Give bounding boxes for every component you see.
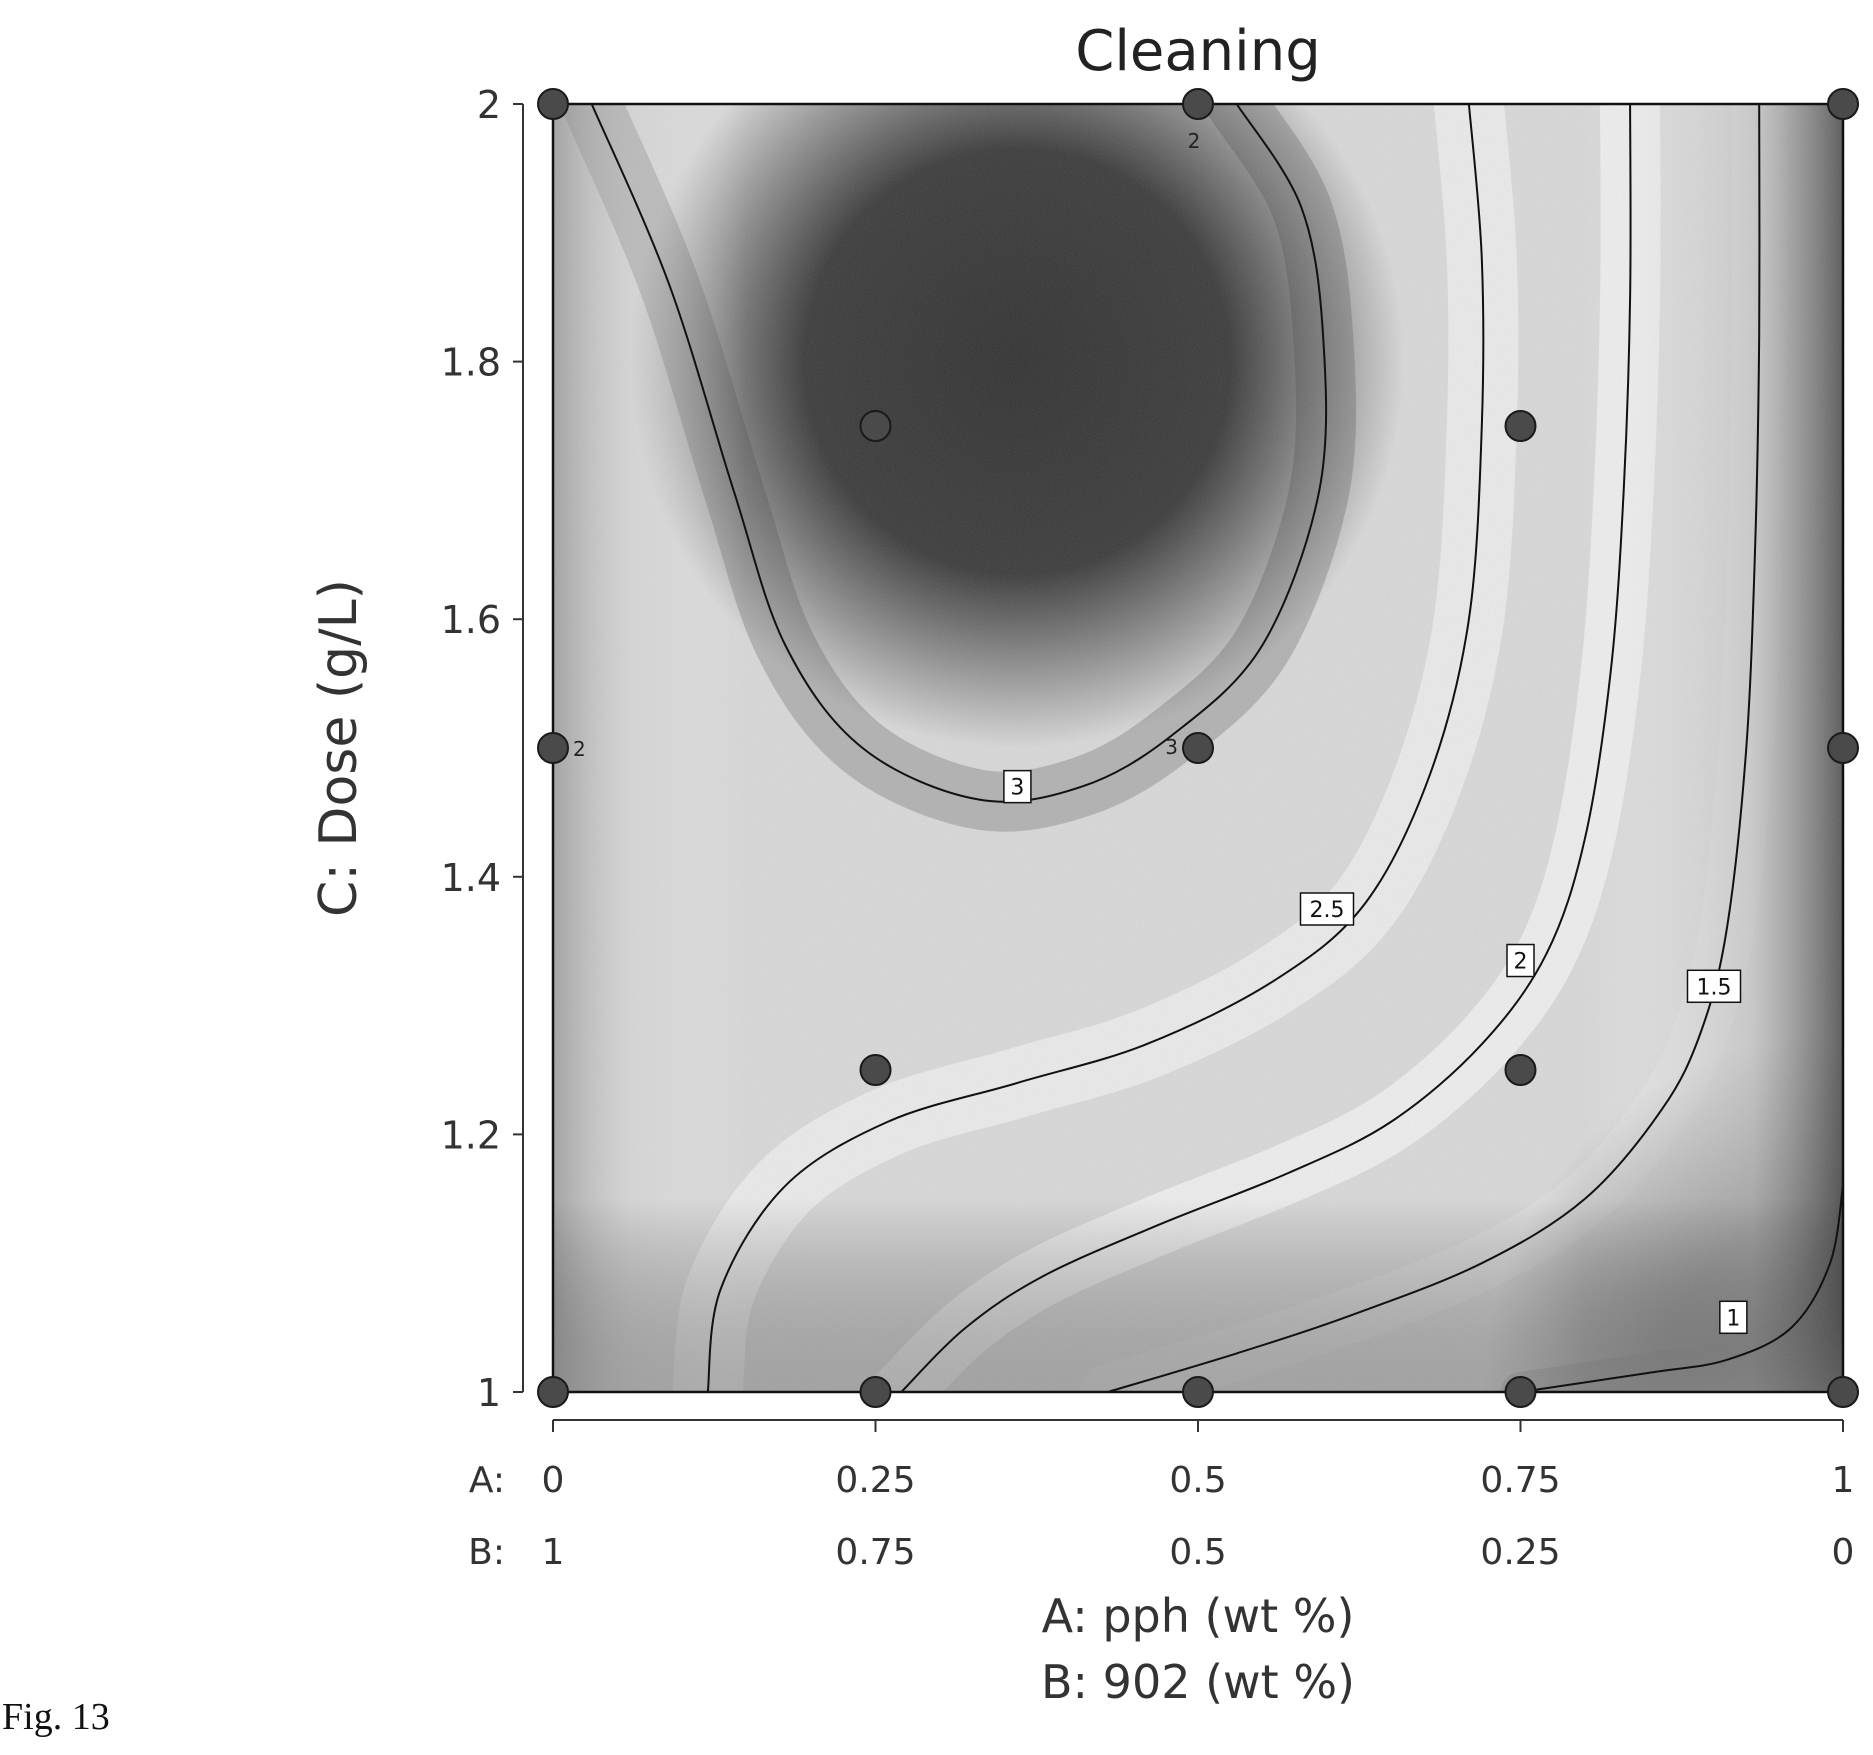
- x-axis-label-b: B: 902 (wt %): [1041, 1655, 1355, 1709]
- x-tick-label-b-2: 0.5: [1169, 1532, 1226, 1573]
- design-point-7: [1827, 732, 1859, 764]
- design-point-1: [1182, 88, 1214, 120]
- x-tick-label-a-1: 0.25: [835, 1460, 915, 1501]
- contour-labels: 3 2.5 2 1.5 1: [1003, 769, 1748, 1335]
- contour-line-2: [900, 104, 1632, 1392]
- design-point-9: [1504, 1054, 1537, 1086]
- design-point-6: [1182, 732, 1214, 764]
- x-tick-label-b-1: 0.75: [835, 1532, 915, 1573]
- contour-label-3: 1.5: [1697, 975, 1732, 1000]
- y-tick-label-0: 1: [477, 1371, 501, 1415]
- contour-line-0: [590, 104, 1328, 803]
- x-tick-prefix-b: B:: [468, 1532, 505, 1573]
- x-tick-label-a-4: 1: [1832, 1460, 1855, 1501]
- contour-label-4: 1: [1726, 1306, 1740, 1331]
- contour-label-2: 2: [1514, 950, 1528, 975]
- contour-label-box-2: [1506, 943, 1535, 978]
- contour-lines: [590, 104, 1843, 1392]
- x-axis-label-a: A: pph (wt %): [1042, 1589, 1355, 1643]
- design-point-14: [1827, 1376, 1859, 1408]
- design-point-0: [537, 88, 569, 120]
- contour-line-1: [706, 104, 1485, 1392]
- design-point-3: [859, 410, 892, 442]
- design-point-12: [1182, 1376, 1214, 1408]
- figure-label: Fig. 13: [2, 1696, 110, 1738]
- x-tick-label-b-0: 1: [542, 1532, 565, 1573]
- y-tick-label-1: 1.2: [441, 1113, 501, 1157]
- contour-label-box-4: [1719, 1300, 1748, 1335]
- replicate-count-1: 2: [573, 737, 586, 761]
- x-axis: A: B: 0 1 0.25 0.75 0.5 0.5 0.75 0.25 1 0: [468, 1419, 1855, 1573]
- y-tick-label-5: 2: [477, 83, 501, 127]
- contour-line-3: [1107, 104, 1761, 1392]
- replicate-count-2: 3: [1165, 735, 1178, 759]
- design-point-2: [1827, 88, 1859, 120]
- contour-label-1: 2.5: [1310, 898, 1345, 923]
- x-tick-label-a-0: 0: [542, 1460, 565, 1501]
- contour-line-4: [1520, 1185, 1843, 1392]
- replicate-count-0: 2: [1188, 129, 1201, 153]
- y-axis-label: C: Dose (g/L): [309, 579, 369, 917]
- x-tick-prefix-a: A:: [469, 1460, 505, 1501]
- x-tick-label-a-3: 0.75: [1480, 1460, 1560, 1501]
- contour-label-box-3: [1686, 969, 1742, 1004]
- design-point-5: [537, 732, 569, 764]
- x-tick-label-b-4: 0: [1832, 1532, 1855, 1573]
- y-tick-label-4: 1.8: [441, 341, 501, 385]
- design-point-4: [1504, 410, 1537, 442]
- x-tick-label-a-2: 0.5: [1169, 1460, 1226, 1501]
- y-tick-label-3: 1.6: [441, 598, 501, 642]
- design-points: 2 2 3: [537, 88, 1859, 1408]
- x-tick-label-b-3: 0.25: [1480, 1532, 1560, 1573]
- design-point-11: [859, 1376, 892, 1408]
- contour-label-box-0: [1003, 769, 1032, 804]
- chart-title: Cleaning: [1075, 19, 1321, 84]
- contour-label-0: 3: [1010, 776, 1024, 801]
- design-point-13: [1504, 1376, 1537, 1408]
- contour-label-box-1: [1299, 892, 1355, 926]
- design-point-8: [859, 1054, 892, 1086]
- y-tick-label-2: 1.4: [441, 856, 501, 900]
- y-axis: 1 1.2 1.4 1.6 1.8 2: [441, 83, 524, 1415]
- design-point-10: [537, 1376, 569, 1408]
